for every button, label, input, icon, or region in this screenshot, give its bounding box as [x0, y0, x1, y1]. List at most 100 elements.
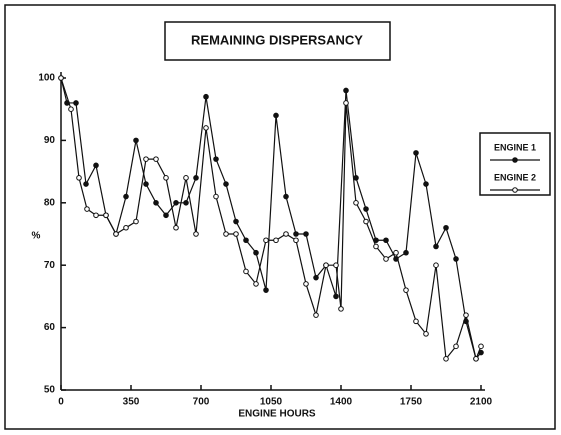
data-point [323, 262, 329, 269]
legend-marker [512, 157, 518, 163]
data-point [293, 231, 299, 237]
data-point [203, 93, 209, 100]
data-point [133, 137, 139, 144]
x-tick-label: 1400 [330, 397, 353, 408]
y-tick-label: 70 [44, 260, 56, 271]
legend-label: ENGINE 1 [494, 142, 536, 152]
data-point [313, 312, 319, 318]
data-point [223, 231, 229, 237]
data-point [353, 175, 359, 181]
x-tick-label: 1050 [260, 397, 283, 408]
data-point [263, 237, 269, 244]
data-point [173, 224, 179, 231]
data-point [193, 231, 199, 237]
data-point [338, 306, 344, 312]
data-point [303, 231, 309, 237]
data-point [433, 262, 439, 269]
y-tick-label: 100 [38, 73, 55, 84]
data-point [463, 312, 469, 318]
data-point [383, 237, 389, 244]
data-point [413, 318, 419, 325]
y-tick-label: 60 [44, 322, 56, 333]
data-point [143, 181, 149, 187]
data-point [58, 75, 64, 81]
y-axis-label: % [32, 231, 41, 242]
data-point [443, 224, 449, 231]
data-point [93, 212, 99, 219]
series-line [60, 77, 482, 361]
x-axis-label: ENGINE HOURS [238, 409, 316, 420]
data-point [283, 231, 289, 237]
legend-marker [512, 187, 518, 193]
data-point [68, 106, 74, 112]
data-point [233, 218, 239, 225]
data-point [263, 287, 269, 293]
data-point [203, 125, 209, 131]
x-tick-label: 1750 [400, 397, 423, 408]
y-tick-label: 50 [44, 385, 56, 396]
data-point [363, 218, 369, 225]
data-point [383, 256, 389, 262]
x-tick-label: 0 [58, 397, 64, 408]
data-point [403, 249, 409, 256]
data-point [73, 100, 79, 106]
data-point [93, 162, 99, 169]
data-point [283, 193, 289, 200]
data-point [133, 218, 139, 225]
data-point [163, 212, 169, 219]
data-point [373, 243, 379, 250]
data-point [403, 287, 409, 293]
data-point [143, 156, 149, 162]
data-point [333, 293, 339, 300]
data-point [303, 281, 309, 287]
data-point [433, 243, 439, 250]
data-point [193, 175, 199, 181]
data-point [76, 175, 82, 181]
data-point [273, 237, 279, 244]
legend-label: ENGINE 2 [494, 172, 536, 182]
data-point [83, 181, 89, 187]
outer-frame [4, 4, 556, 430]
data-point [233, 231, 239, 237]
data-point [123, 193, 129, 200]
data-point [243, 268, 249, 275]
data-point [273, 112, 279, 119]
data-point [153, 156, 159, 162]
data-point [84, 206, 90, 212]
data-point [473, 356, 479, 362]
data-point [478, 343, 484, 350]
data-point [413, 150, 419, 156]
data-point [253, 249, 259, 256]
y-tick-label: 80 [44, 197, 56, 208]
data-point [223, 181, 229, 187]
data-point [243, 237, 249, 244]
data-point [363, 206, 369, 212]
data-point [213, 156, 219, 162]
title-box [164, 21, 391, 61]
data-point [173, 200, 179, 206]
chart-title: REMAINING DISPERSANCY [191, 32, 363, 47]
data-point [253, 281, 259, 287]
data-point [443, 356, 449, 362]
data-point [293, 237, 299, 244]
data-point [163, 175, 169, 181]
data-point [423, 181, 429, 187]
data-point [213, 193, 219, 200]
x-tick-label: 350 [123, 397, 140, 408]
data-point [313, 274, 319, 281]
data-point [343, 100, 349, 106]
data-point [333, 262, 339, 269]
series-line [60, 77, 482, 361]
data-point [183, 200, 189, 206]
x-tick-label: 700 [193, 397, 210, 408]
data-point [423, 331, 429, 337]
data-point [183, 175, 189, 181]
x-tick-label: 2100 [470, 397, 493, 408]
y-tick-label: 90 [44, 135, 56, 146]
data-point [123, 224, 129, 231]
data-point [153, 200, 159, 206]
data-point [103, 212, 109, 219]
data-point [343, 87, 349, 94]
